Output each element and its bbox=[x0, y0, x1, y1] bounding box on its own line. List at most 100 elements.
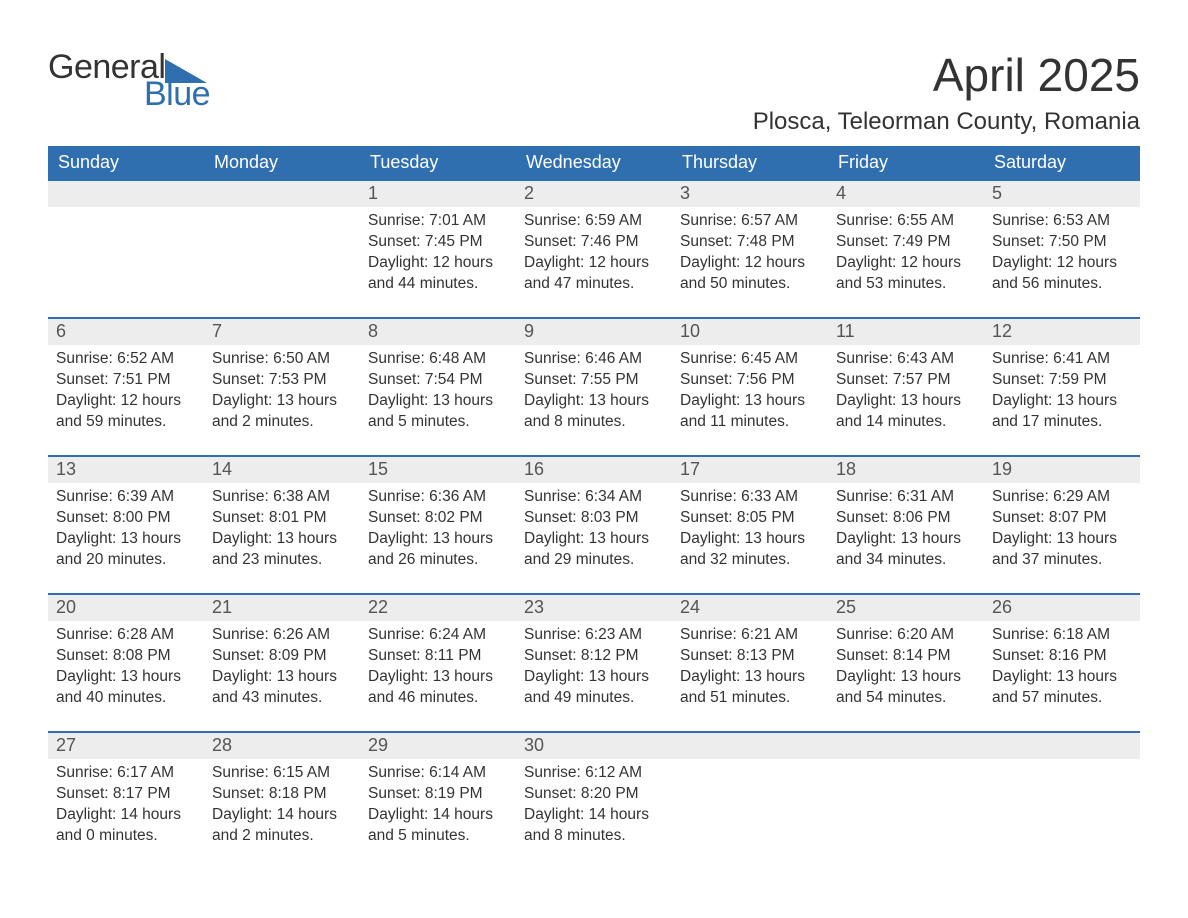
calendar-day-cell: 21Sunrise: 6:26 AMSunset: 8:09 PMDayligh… bbox=[204, 594, 360, 732]
sunrise-line: Sunrise: 7:01 AM bbox=[368, 211, 508, 232]
sunrise-line: Sunrise: 6:41 AM bbox=[992, 349, 1132, 370]
sunrise-line-label: Sunrise: bbox=[368, 488, 429, 505]
sunrise-line-value: 6:14 AM bbox=[429, 764, 486, 781]
sunrise-line: Sunrise: 6:28 AM bbox=[56, 625, 196, 646]
daylight-line: Daylight: 13 hours and 34 minutes. bbox=[836, 529, 976, 571]
day-number: 18 bbox=[828, 457, 984, 483]
sunrise-line-label: Sunrise: bbox=[680, 212, 741, 229]
sunrise-line-label: Sunrise: bbox=[524, 488, 585, 505]
sunrise-line: Sunrise: 6:57 AM bbox=[680, 211, 820, 232]
day-details: Sunrise: 6:26 AMSunset: 8:09 PMDaylight:… bbox=[204, 621, 360, 717]
sunrise-line-label: Sunrise: bbox=[524, 764, 585, 781]
sunset-line-value: 8:01 PM bbox=[269, 509, 327, 526]
daylight-line: Daylight: 13 hours and 14 minutes. bbox=[836, 391, 976, 433]
sunset-line-value: 7:56 PM bbox=[737, 371, 795, 388]
weekday-header: Saturday bbox=[984, 146, 1140, 180]
sunrise-line-value: 6:20 AM bbox=[897, 626, 954, 643]
daylight-line-label: Daylight: bbox=[368, 392, 433, 409]
sunset-line-label: Sunset: bbox=[680, 233, 737, 250]
sunrise-line-value: 6:29 AM bbox=[1053, 488, 1110, 505]
calendar-day-cell: 5Sunrise: 6:53 AMSunset: 7:50 PMDaylight… bbox=[984, 180, 1140, 318]
sunrise-line-value: 6:26 AM bbox=[273, 626, 330, 643]
day-number: 20 bbox=[48, 595, 204, 621]
sunrise-line: Sunrise: 6:29 AM bbox=[992, 487, 1132, 508]
sunrise-line-value: 6:48 AM bbox=[429, 350, 486, 367]
daylight-line: Daylight: 13 hours and 26 minutes. bbox=[368, 529, 508, 571]
sunrise-line-value: 6:59 AM bbox=[585, 212, 642, 229]
sunset-line-label: Sunset: bbox=[368, 233, 425, 250]
daylight-line-label: Daylight: bbox=[836, 254, 901, 271]
calendar-day-cell: 4Sunrise: 6:55 AMSunset: 7:49 PMDaylight… bbox=[828, 180, 984, 318]
sunrise-line: Sunrise: 6:31 AM bbox=[836, 487, 976, 508]
sunrise-line-label: Sunrise: bbox=[992, 212, 1053, 229]
sunrise-line-label: Sunrise: bbox=[56, 488, 117, 505]
day-number: 1 bbox=[360, 181, 516, 207]
sunrise-line: Sunrise: 6:26 AM bbox=[212, 625, 352, 646]
sunset-line-value: 7:53 PM bbox=[269, 371, 327, 388]
sunset-line-value: 7:54 PM bbox=[425, 371, 483, 388]
day-details: Sunrise: 6:55 AMSunset: 7:49 PMDaylight:… bbox=[828, 207, 984, 303]
day-number: 14 bbox=[204, 457, 360, 483]
daylight-line-label: Daylight: bbox=[212, 668, 277, 685]
sunset-line-value: 8:18 PM bbox=[269, 785, 327, 802]
sunrise-line-value: 6:52 AM bbox=[117, 350, 174, 367]
sunset-line-label: Sunset: bbox=[524, 233, 581, 250]
calendar-week-row: 20Sunrise: 6:28 AMSunset: 8:08 PMDayligh… bbox=[48, 594, 1140, 732]
sunrise-line: Sunrise: 6:17 AM bbox=[56, 763, 196, 784]
sunset-line: Sunset: 8:09 PM bbox=[212, 646, 352, 667]
day-number: 12 bbox=[984, 319, 1140, 345]
sunrise-line-value: 6:36 AM bbox=[429, 488, 486, 505]
day-details: Sunrise: 6:29 AMSunset: 8:07 PMDaylight:… bbox=[984, 483, 1140, 579]
sunrise-line-label: Sunrise: bbox=[680, 488, 741, 505]
day-number bbox=[984, 733, 1140, 759]
daylight-line-label: Daylight: bbox=[368, 530, 433, 547]
sunset-line-label: Sunset: bbox=[368, 785, 425, 802]
sunset-line-label: Sunset: bbox=[992, 509, 1049, 526]
sunrise-line: Sunrise: 6:45 AM bbox=[680, 349, 820, 370]
daylight-line-label: Daylight: bbox=[836, 530, 901, 547]
sunrise-line: Sunrise: 6:36 AM bbox=[368, 487, 508, 508]
sunset-line-value: 7:50 PM bbox=[1049, 233, 1107, 250]
sunset-line: Sunset: 7:45 PM bbox=[368, 232, 508, 253]
sunset-line: Sunset: 7:49 PM bbox=[836, 232, 976, 253]
day-number: 13 bbox=[48, 457, 204, 483]
day-details: Sunrise: 6:21 AMSunset: 8:13 PMDaylight:… bbox=[672, 621, 828, 717]
sunset-line-label: Sunset: bbox=[368, 371, 425, 388]
daylight-line-label: Daylight: bbox=[524, 392, 589, 409]
sunrise-line-value: 6:45 AM bbox=[741, 350, 798, 367]
sunset-line-label: Sunset: bbox=[56, 509, 113, 526]
sunrise-line-value: 6:15 AM bbox=[273, 764, 330, 781]
day-details: Sunrise: 6:12 AMSunset: 8:20 PMDaylight:… bbox=[516, 759, 672, 855]
day-details: Sunrise: 6:23 AMSunset: 8:12 PMDaylight:… bbox=[516, 621, 672, 717]
sunset-line-value: 8:08 PM bbox=[113, 647, 171, 664]
day-details: Sunrise: 6:41 AMSunset: 7:59 PMDaylight:… bbox=[984, 345, 1140, 441]
sunset-line: Sunset: 7:50 PM bbox=[992, 232, 1132, 253]
day-details: Sunrise: 6:18 AMSunset: 8:16 PMDaylight:… bbox=[984, 621, 1140, 717]
calendar-day-cell: 26Sunrise: 6:18 AMSunset: 8:16 PMDayligh… bbox=[984, 594, 1140, 732]
sunrise-line-value: 6:12 AM bbox=[585, 764, 642, 781]
sunrise-line: Sunrise: 6:48 AM bbox=[368, 349, 508, 370]
sunset-line-label: Sunset: bbox=[524, 509, 581, 526]
sunset-line-value: 7:46 PM bbox=[581, 233, 639, 250]
sunrise-line-label: Sunrise: bbox=[56, 350, 117, 367]
day-details: Sunrise: 6:43 AMSunset: 7:57 PMDaylight:… bbox=[828, 345, 984, 441]
day-number: 16 bbox=[516, 457, 672, 483]
sunset-line: Sunset: 7:53 PM bbox=[212, 370, 352, 391]
day-details: Sunrise: 6:24 AMSunset: 8:11 PMDaylight:… bbox=[360, 621, 516, 717]
calendar-day-cell bbox=[48, 180, 204, 318]
sunset-line: Sunset: 7:46 PM bbox=[524, 232, 664, 253]
sunset-line-value: 8:05 PM bbox=[737, 509, 795, 526]
sunset-line: Sunset: 8:20 PM bbox=[524, 784, 664, 805]
sunset-line-value: 7:59 PM bbox=[1049, 371, 1107, 388]
daylight-line: Daylight: 13 hours and 43 minutes. bbox=[212, 667, 352, 709]
daylight-line: Daylight: 13 hours and 17 minutes. bbox=[992, 391, 1132, 433]
day-number bbox=[204, 181, 360, 207]
sunrise-line-value: 6:31 AM bbox=[897, 488, 954, 505]
calendar-day-cell: 13Sunrise: 6:39 AMSunset: 8:00 PMDayligh… bbox=[48, 456, 204, 594]
calendar-day-cell: 7Sunrise: 6:50 AMSunset: 7:53 PMDaylight… bbox=[204, 318, 360, 456]
daylight-line-label: Daylight: bbox=[524, 254, 589, 271]
sunrise-line: Sunrise: 6:24 AM bbox=[368, 625, 508, 646]
day-details: Sunrise: 6:28 AMSunset: 8:08 PMDaylight:… bbox=[48, 621, 204, 717]
sunset-line-label: Sunset: bbox=[992, 233, 1049, 250]
day-details: Sunrise: 6:14 AMSunset: 8:19 PMDaylight:… bbox=[360, 759, 516, 855]
